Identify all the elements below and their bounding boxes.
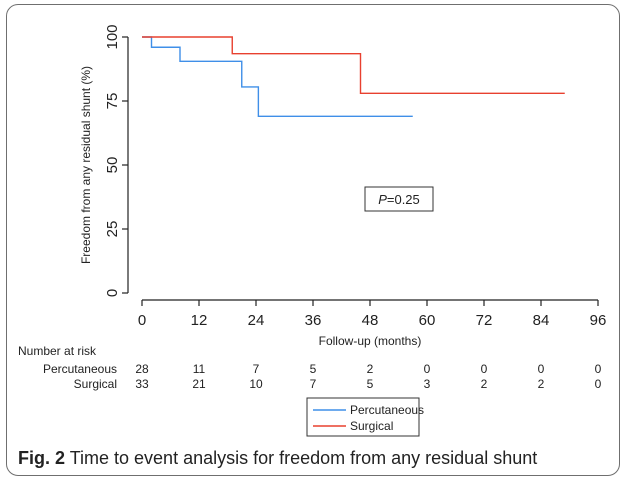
risk-count: 33: [135, 377, 149, 391]
x-tick-label: 84: [533, 312, 550, 329]
y-tick-label: 0: [104, 289, 121, 297]
risk-count: 28: [135, 362, 149, 376]
legend-label: Percutaneous: [350, 403, 424, 417]
legend-label: Surgical: [350, 419, 393, 433]
survival-curve-percutaneous: [142, 36, 413, 118]
y-axis-label: Freedom from any residual shunt (%): [79, 66, 93, 264]
x-tick-label: 48: [362, 312, 379, 329]
y-tick-label: 75: [104, 93, 121, 110]
p-value-box: [364, 186, 434, 212]
risk-count: 21: [192, 377, 206, 391]
risk-count: 3: [424, 377, 431, 391]
risk-count: 7: [253, 362, 260, 376]
risk-count: 0: [595, 362, 602, 376]
risk-count: 2: [367, 362, 374, 376]
legend-box: [306, 397, 420, 437]
risk-count: 10: [249, 377, 263, 391]
x-axis-label: Follow-up (months): [319, 334, 422, 348]
survival-curve-surgical: [142, 36, 565, 95]
figure-frame: [6, 4, 620, 476]
risk-count: 11: [193, 362, 206, 376]
x-tick-label: 72: [476, 312, 493, 329]
y-tick-label: 50: [104, 157, 121, 174]
caption-text: Time to event analysis for freedom from …: [65, 448, 538, 468]
risk-count: 2: [538, 377, 545, 391]
x-tick-label: 0: [138, 312, 146, 329]
x-tick-label: 12: [191, 312, 208, 329]
figure-caption: Fig. 2 Time to event analysis for freedo…: [18, 448, 537, 469]
risk-count: 2: [481, 377, 488, 391]
y-tick-label: 100: [104, 24, 121, 49]
x-tick-label: 96: [590, 312, 607, 329]
p-value-annotation: P=0.25: [378, 192, 420, 207]
caption-label: Fig. 2: [18, 448, 66, 468]
risk-count: 7: [310, 377, 317, 391]
risk-count: 0: [424, 362, 431, 376]
risk-row-label: Surgical: [74, 377, 117, 391]
y-tick-label: 25: [104, 221, 121, 238]
risk-count: 0: [538, 362, 545, 376]
risk-count: 5: [310, 362, 317, 376]
risk-row-label: Percutaneous: [43, 362, 117, 376]
x-tick-label: 60: [419, 312, 436, 329]
risk-table-title: Number at risk: [18, 344, 97, 358]
x-tick-label: 24: [248, 312, 265, 329]
risk-count: 5: [367, 377, 374, 391]
risk-count: 0: [481, 362, 488, 376]
risk-count: 0: [595, 377, 602, 391]
x-tick-label: 36: [305, 312, 322, 329]
